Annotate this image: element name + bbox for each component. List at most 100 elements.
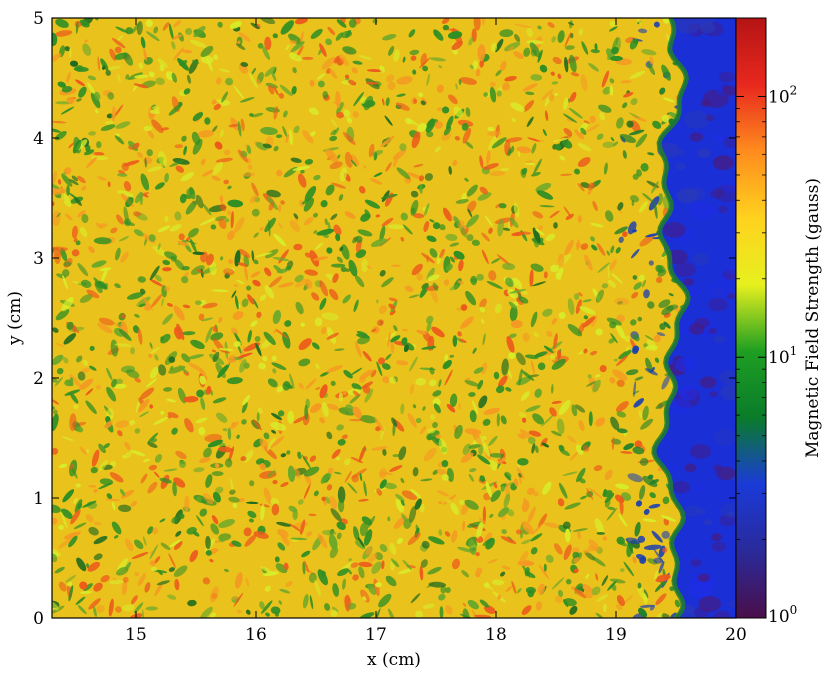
- turbulent-structure: [393, 49, 400, 62]
- turbulent-structure: [149, 265, 160, 281]
- turbulent-structure: [547, 22, 555, 28]
- turbulent-structure: [419, 284, 429, 298]
- turbulent-structure: [248, 518, 254, 523]
- turbulent-structure: [541, 442, 550, 448]
- turbulent-structure: [599, 112, 606, 121]
- turbulent-structure: [159, 64, 165, 72]
- turbulent-structure: [481, 249, 489, 265]
- turbulent-structure: [183, 145, 187, 156]
- turbulent-structure: [250, 320, 258, 327]
- turbulent-structure: [599, 365, 607, 373]
- turbulent-structure: [158, 364, 167, 376]
- turbulent-structure: [148, 234, 156, 242]
- turbulent-structure: [479, 599, 490, 608]
- turbulent-structure: [189, 39, 207, 48]
- turbulent-structure: [311, 292, 320, 301]
- turbulent-structure: [466, 200, 477, 213]
- turbulent-structure: [426, 235, 437, 242]
- turbulent-structure: [280, 200, 285, 205]
- turbulent-structure: [199, 375, 206, 385]
- turbulent-structure: [180, 172, 195, 182]
- turbulent-structure: [625, 346, 630, 352]
- turbulent-structure: [149, 278, 164, 287]
- ambient-patch: [713, 335, 725, 344]
- turbulent-structure: [609, 85, 614, 96]
- turbulent-structure: [551, 36, 557, 43]
- turbulent-structure: [423, 220, 430, 233]
- turbulent-structure: [255, 142, 268, 151]
- shock-front-edge: [651, 18, 691, 618]
- turbulent-structure: [314, 317, 323, 327]
- turbulent-structure: [632, 446, 645, 455]
- turbulent-structure: [645, 368, 658, 376]
- turbulent-structure: [486, 460, 501, 469]
- turbulent-structure: [106, 367, 113, 381]
- turbulent-structure: [635, 554, 647, 561]
- turbulent-structure: [272, 309, 282, 325]
- ambient-patch: [684, 505, 701, 517]
- turbulent-structure: [95, 385, 102, 390]
- turbulent-structure: [77, 604, 87, 615]
- turbulent-structure: [264, 585, 271, 592]
- turbulent-structure: [54, 376, 64, 387]
- turbulent-structure: [551, 430, 562, 437]
- turbulent-structure: [509, 217, 519, 228]
- turbulent-structure: [73, 522, 87, 530]
- turbulent-structure: [367, 69, 384, 73]
- turbulent-structure: [271, 503, 280, 516]
- turbulent-structure: [465, 141, 474, 149]
- turbulent-structure: [65, 574, 77, 583]
- turbulent-structure: [490, 490, 501, 502]
- turbulent-structure: [500, 415, 507, 425]
- turbulent-structure: [265, 612, 271, 617]
- turbulent-structure: [617, 202, 624, 211]
- turbulent-structure: [479, 155, 484, 169]
- turbulent-structure: [674, 599, 681, 608]
- turbulent-structure: [115, 133, 121, 137]
- turbulent-structure: [224, 458, 233, 468]
- turbulent-structure: [653, 334, 661, 343]
- turbulent-structure: [334, 348, 345, 352]
- turbulent-structure: [76, 355, 83, 363]
- turbulent-structure: [274, 328, 289, 339]
- turbulent-structure: [339, 167, 348, 182]
- turbulent-structure: [482, 418, 491, 426]
- turbulent-structure: [122, 576, 129, 583]
- turbulent-structure: [173, 477, 186, 488]
- turbulent-structure: [333, 471, 342, 475]
- turbulent-structure: [352, 111, 359, 118]
- turbulent-structure: [356, 333, 370, 339]
- turbulent-structure: [134, 377, 141, 383]
- turbulent-structure: [454, 424, 463, 439]
- turbulent-structure: [309, 595, 314, 610]
- turbulent-structure: [144, 582, 151, 593]
- turbulent-structure: [477, 454, 491, 465]
- turbulent-structure: [441, 460, 449, 468]
- turbulent-structure: [438, 438, 448, 455]
- turbulent-structure: [55, 343, 65, 347]
- turbulent-structure: [461, 570, 470, 578]
- turbulent-structure: [273, 105, 279, 120]
- turbulent-structure: [336, 532, 342, 540]
- turbulent-structure: [86, 563, 90, 569]
- turbulent-structure: [147, 130, 155, 139]
- turbulent-structure: [577, 157, 591, 168]
- turbulent-structure: [489, 86, 497, 103]
- turbulent-structure: [70, 60, 78, 67]
- ambient-patch: [688, 581, 713, 599]
- turbulent-structure: [413, 163, 424, 168]
- turbulent-structure: [56, 212, 61, 218]
- turbulent-structure: [508, 352, 516, 360]
- turbulent-structure: [521, 605, 532, 615]
- turbulent-structure: [300, 322, 305, 327]
- turbulent-structure: [379, 544, 388, 552]
- turbulent-structure: [579, 306, 596, 315]
- turbulent-structure: [240, 62, 249, 67]
- turbulent-structure: [353, 91, 364, 107]
- turbulent-structure: [553, 222, 558, 229]
- turbulent-structure: [151, 293, 163, 308]
- turbulent-structure: [513, 51, 524, 59]
- turbulent-structure: [638, 274, 645, 282]
- turbulent-structure: [654, 202, 658, 219]
- turbulent-structure: [415, 610, 423, 618]
